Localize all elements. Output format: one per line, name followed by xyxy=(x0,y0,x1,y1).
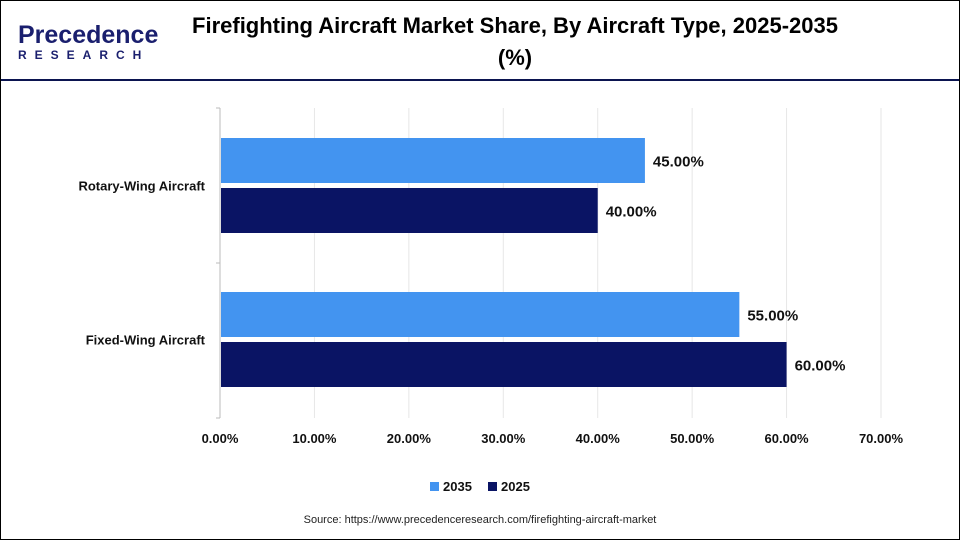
header-divider xyxy=(1,79,959,81)
bar-2035 xyxy=(221,138,645,183)
data-label: 60.00% xyxy=(795,358,846,375)
legend-label: 2035 xyxy=(443,479,472,494)
bar-2035 xyxy=(221,292,740,337)
data-label: 40.00% xyxy=(606,204,657,221)
category-label: Fixed-Wing Aircraft xyxy=(86,333,206,348)
legend-label: 2025 xyxy=(501,479,530,494)
chart-title: Firefighting Aircraft Market Share, By A… xyxy=(192,13,838,70)
logo-text-top: Precedence xyxy=(18,21,159,49)
data-label: 45.00% xyxy=(653,154,704,171)
logo-text-bottom: RESEARCH xyxy=(18,48,150,62)
legend-swatch-2025 xyxy=(488,482,497,491)
logo: Precedence RESEARCH xyxy=(18,22,168,66)
x-tick-label: 50.00% xyxy=(670,431,715,446)
x-tick-label: 20.00% xyxy=(387,431,432,446)
x-tick-label: 60.00% xyxy=(765,431,810,446)
source-text: Source: https://www.precedenceresearch.c… xyxy=(303,514,657,526)
category-label: Rotary-Wing Aircraft xyxy=(78,179,205,194)
x-tick-label: 0.00% xyxy=(202,431,239,446)
x-tick-label: 30.00% xyxy=(481,431,526,446)
x-tick-label: 40.00% xyxy=(576,431,621,446)
x-tick-label: 70.00% xyxy=(859,431,904,446)
x-tick-label: 10.00% xyxy=(292,431,337,446)
legend-swatch-2035 xyxy=(430,482,439,491)
data-label: 55.00% xyxy=(747,308,798,325)
bar-2025 xyxy=(221,188,598,233)
bar-2025 xyxy=(221,342,787,387)
